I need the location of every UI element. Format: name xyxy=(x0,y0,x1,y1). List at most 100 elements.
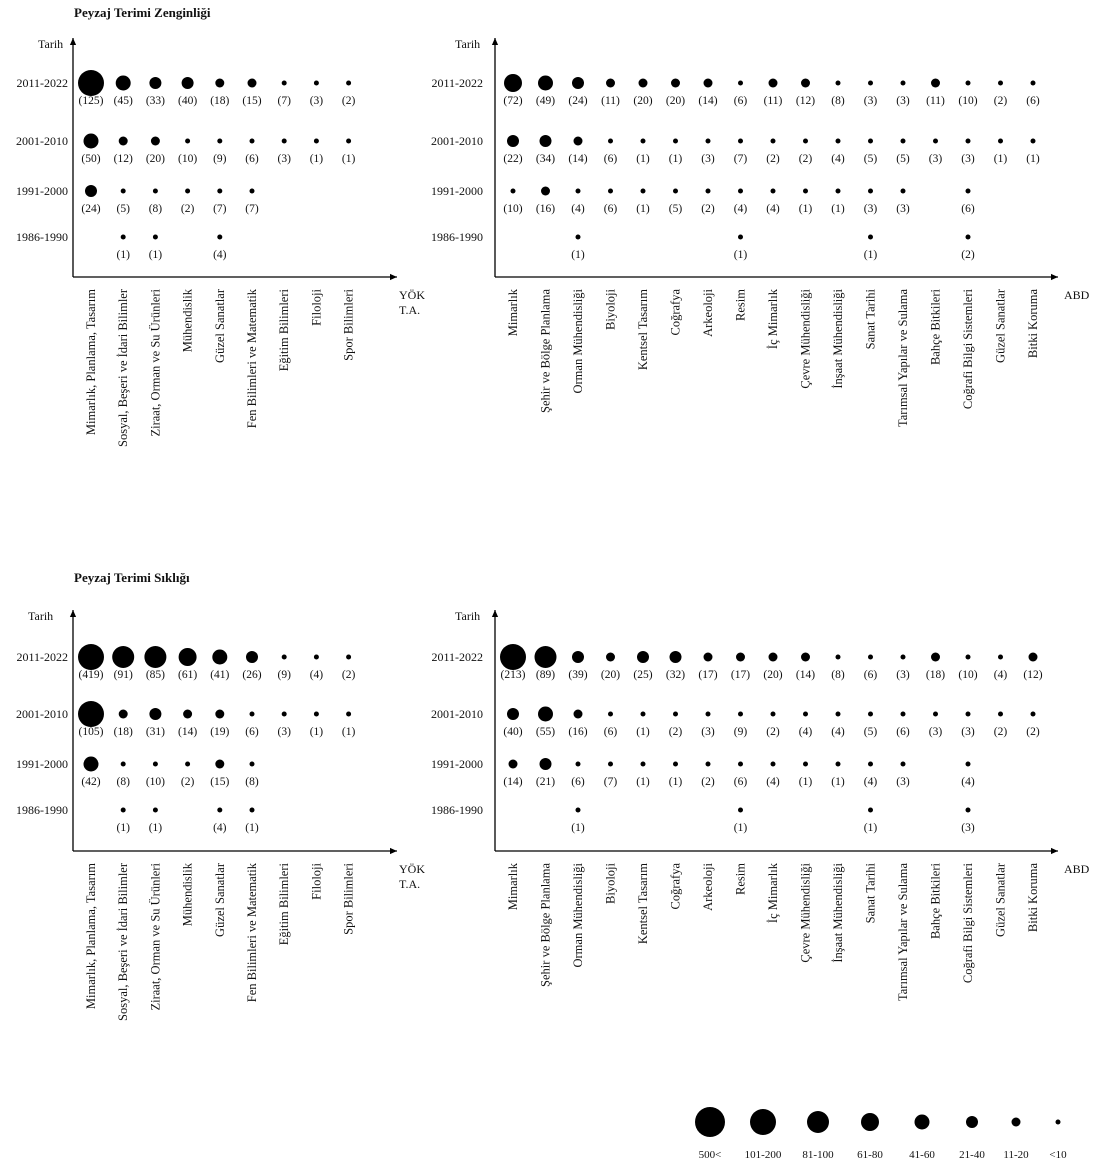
data-bubble xyxy=(346,654,352,660)
row-label: 1991-2000 xyxy=(16,184,68,198)
data-label: (42) xyxy=(81,776,100,788)
legend-bubble xyxy=(1055,1119,1061,1125)
category-label: Güzel Sanatlar xyxy=(994,288,1008,363)
data-label: (19) xyxy=(210,726,229,738)
category-label: Şehir ve Bölge Planlama xyxy=(539,863,553,987)
data-bubble xyxy=(835,761,841,767)
data-label: (6) xyxy=(864,669,878,681)
data-bubble xyxy=(738,711,743,717)
data-label: (31) xyxy=(146,726,165,738)
data-label: (4) xyxy=(831,153,845,165)
data-bubble xyxy=(185,188,191,194)
data-bubble xyxy=(965,711,971,717)
data-bubble xyxy=(640,761,646,767)
data-label: (5) xyxy=(864,726,878,738)
row-label: 1991-2000 xyxy=(431,184,483,198)
data-label: (3) xyxy=(864,203,878,215)
section-title-zenginlik: Peyzaj Terimi Zenginliği xyxy=(74,5,211,20)
data-bubble xyxy=(215,78,225,88)
category-label: Fen Bilimleri ve Matematik xyxy=(245,288,259,428)
data-bubble xyxy=(534,646,557,668)
data-bubble xyxy=(835,654,841,660)
category-label: İç Mimarlık xyxy=(766,862,780,923)
category-label: Spor Bilimleri xyxy=(342,288,356,360)
data-bubble xyxy=(575,761,581,767)
category-label: Coğrafya xyxy=(669,289,683,336)
category-label: Ziraat, Orman ve Su Ürünleri xyxy=(148,288,162,436)
data-label: (4) xyxy=(310,669,324,681)
data-label: (4) xyxy=(766,203,780,215)
data-label: (4) xyxy=(831,726,845,738)
category-label: Bitki Koruma xyxy=(1026,863,1040,933)
data-label: (85) xyxy=(146,669,165,681)
legend-label: 500< xyxy=(699,1149,722,1161)
data-bubble xyxy=(215,709,225,719)
category-label: Güzel Sanatlar xyxy=(213,288,227,363)
data-bubble xyxy=(638,78,648,88)
data-label: (5) xyxy=(669,203,683,215)
data-bubble xyxy=(900,138,906,144)
data-label: (1) xyxy=(310,153,324,165)
data-bubble xyxy=(705,138,711,144)
data-bubble xyxy=(152,234,158,240)
row-label: 1986-1990 xyxy=(431,230,483,244)
data-label: (10) xyxy=(146,776,165,788)
data-label: (20) xyxy=(666,95,685,107)
data-bubble xyxy=(738,234,743,240)
data-label: (16) xyxy=(568,726,587,738)
data-bubble xyxy=(78,70,104,96)
data-bubble xyxy=(868,761,873,767)
data-bubble xyxy=(217,807,223,813)
data-bubble xyxy=(868,234,873,240)
data-bubble xyxy=(249,138,255,144)
data-label: (2) xyxy=(994,95,1008,107)
data-label: (8) xyxy=(149,203,163,215)
data-label: (14) xyxy=(568,153,587,165)
data-label: (91) xyxy=(114,669,133,681)
data-label: (6) xyxy=(604,726,618,738)
data-label: (3) xyxy=(701,153,715,165)
category-label: İç Mimarlık xyxy=(766,288,780,349)
category-label: Mühendislik xyxy=(181,862,195,926)
data-bubble xyxy=(83,756,99,772)
data-label: (14) xyxy=(178,726,197,738)
category-label: Bitki Koruma xyxy=(1026,289,1040,359)
legend-bubble xyxy=(914,1114,930,1130)
data-label: (1) xyxy=(310,726,324,738)
data-bubble xyxy=(313,138,319,144)
data-bubble xyxy=(504,74,522,92)
data-label: (6) xyxy=(571,776,585,788)
data-bubble xyxy=(868,138,873,144)
y-axis-title: Tarih xyxy=(455,609,480,623)
data-bubble xyxy=(868,80,873,86)
data-label: (8) xyxy=(831,669,845,681)
x-axis-title: ABD xyxy=(1064,288,1090,302)
data-bubble xyxy=(539,758,552,770)
data-label: (2) xyxy=(799,153,813,165)
data-bubble xyxy=(150,136,160,146)
data-bubble xyxy=(246,651,258,663)
data-bubble xyxy=(803,761,808,767)
data-bubble xyxy=(608,711,613,717)
data-label: (1) xyxy=(571,249,585,261)
category-label: Fen Bilimleri ve Matematik xyxy=(245,862,259,1002)
data-bubble xyxy=(835,138,841,144)
category-label: Coğrafi Bilgi Sistemleri xyxy=(961,288,975,409)
data-label: (8) xyxy=(245,776,259,788)
data-label: (2) xyxy=(766,726,780,738)
category-label: Kentsel Tasarım xyxy=(636,863,650,944)
data-label: (419) xyxy=(79,669,104,681)
data-label: (10) xyxy=(503,203,522,215)
data-label: (1) xyxy=(864,822,878,834)
data-label: (1) xyxy=(636,153,650,165)
legend-label: 21-40 xyxy=(959,1149,985,1161)
data-label: (4) xyxy=(994,669,1008,681)
data-bubble xyxy=(900,761,906,767)
data-bubble xyxy=(152,761,158,767)
data-bubble xyxy=(770,138,776,144)
category-label: Şehir ve Bölge Planlama xyxy=(539,289,553,413)
data-bubble xyxy=(118,136,128,146)
data-bubble xyxy=(803,138,808,144)
data-label: (89) xyxy=(536,669,555,681)
data-label: (9) xyxy=(277,669,291,681)
